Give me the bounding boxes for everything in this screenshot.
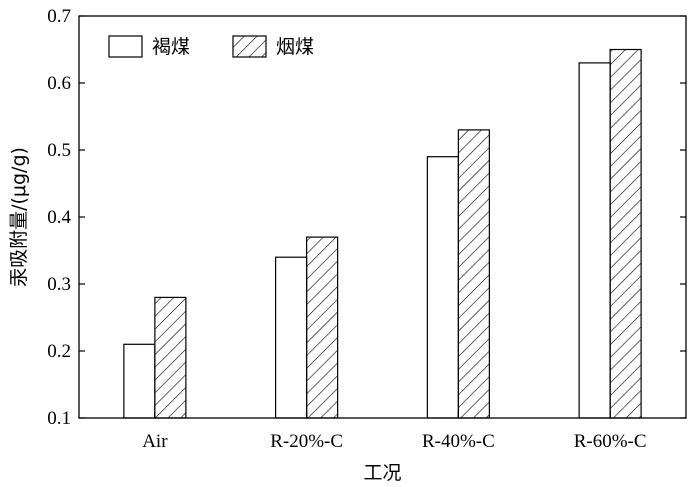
y-tick-label: 0.6 [47, 73, 71, 94]
y-tick-label: 0.2 [47, 341, 71, 362]
ticks-group: 0.1 0.2 0.3 0.4 0.5 0.6 0.7 Air R-20%-C R-40%-C R-… [47, 6, 686, 452]
y-tick-label: 0.7 [47, 6, 71, 27]
x-tick-label: R-40%-C [422, 431, 495, 452]
bar-bituminous [154, 296, 187, 419]
y-tick-label: 0.4 [47, 207, 71, 228]
legend: 褐煤 烟煤 [108, 35, 314, 58]
y-tick-label: 0.1 [47, 408, 71, 429]
legend-label-lignite: 褐煤 [152, 36, 190, 58]
bar-lignite [275, 256, 308, 419]
bar-bituminous [306, 236, 339, 419]
x-tick-label: R-60%-C [574, 431, 647, 452]
x-tick-label: R-20%-C [270, 431, 343, 452]
bar-bituminous [609, 48, 642, 419]
bar-bituminous [457, 129, 490, 419]
y-tick-label: 0.5 [47, 140, 71, 161]
legend-label-bituminous: 烟煤 [276, 36, 314, 58]
y-axis-title: 汞吸附量/(μg/g) [8, 147, 30, 287]
x-axis-title: 工况 [363, 462, 401, 484]
y-tick-label: 0.3 [47, 274, 71, 295]
bar-lignite [578, 62, 611, 419]
plot-frame [78, 15, 687, 419]
bar-lignite [123, 343, 156, 419]
legend-swatch-bituminous [232, 35, 267, 58]
bars-group [123, 48, 642, 419]
x-tick-label: Air [142, 431, 168, 452]
legend-swatch-lignite [108, 35, 143, 58]
bar-lignite [426, 156, 459, 419]
